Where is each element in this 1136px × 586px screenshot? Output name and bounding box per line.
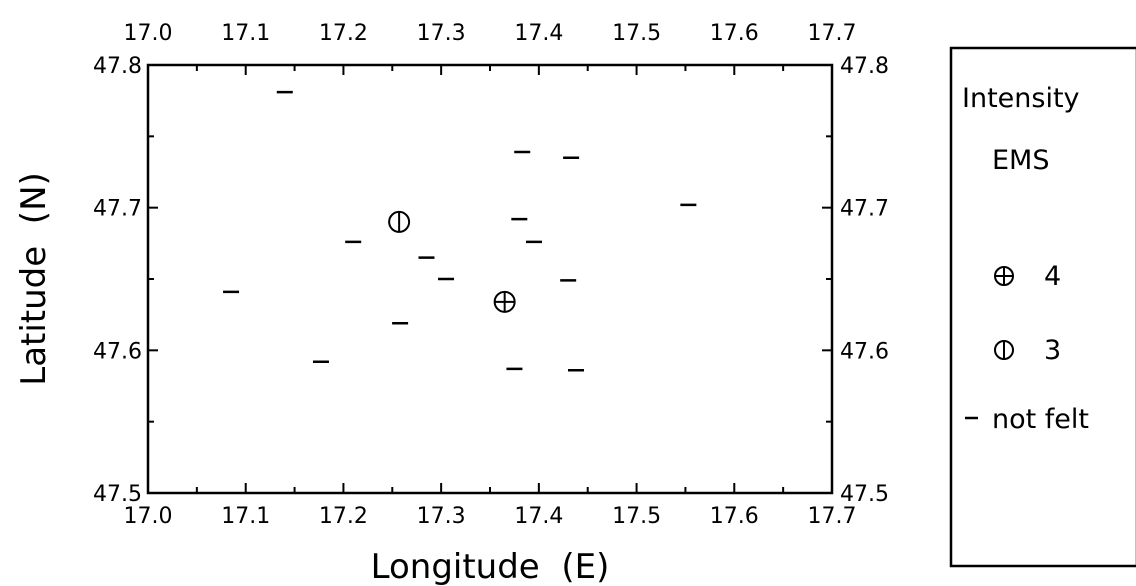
y-tick-label-right: 47.7 — [840, 197, 889, 222]
y-tick-label-right: 47.8 — [840, 54, 889, 79]
legend-label-not-felt: not felt — [992, 404, 1089, 435]
legend-marker-intensity-3 — [994, 340, 1014, 360]
x-tick-label-top: 17.4 — [514, 21, 563, 46]
x-tick-label-bottom: 17.1 — [221, 504, 270, 529]
y-tick-label-left: 47.5 — [93, 482, 142, 507]
point-intensity-4 — [493, 290, 516, 313]
y-axis-title: Latitude (N) — [14, 172, 54, 386]
x-tick-label-bottom: 17.5 — [612, 504, 661, 529]
y-tick-label-right: 47.5 — [840, 482, 889, 507]
point-intensity-3 — [388, 210, 411, 233]
legend: Intensity EMS 4 3 not felt — [949, 46, 1136, 568]
x-axis-title: Longitude (E) — [371, 547, 610, 586]
legend-box — [949, 46, 1136, 568]
x-tick-label-bottom: 17.3 — [417, 504, 466, 529]
x-tick-label-top: 17.5 — [612, 21, 661, 46]
x-tick-label-bottom: 17.0 — [124, 504, 173, 529]
legend-label-4: 4 — [1044, 261, 1061, 292]
x-tick-label-top: 17.7 — [808, 21, 857, 46]
plot-frame — [146, 63, 834, 495]
x-tick-label-bottom: 17.4 — [514, 504, 563, 529]
legend-title-line1: Intensity — [962, 83, 1080, 114]
legend-title-line2: EMS — [992, 145, 1050, 176]
x-tick-label-top: 17.1 — [221, 21, 270, 46]
x-tick-label-bottom: 17.2 — [319, 504, 368, 529]
legend-label-3: 3 — [1044, 335, 1061, 366]
y-tick-label-left: 47.6 — [93, 339, 142, 364]
y-tick-label-left: 47.8 — [93, 54, 142, 79]
x-tick-label-top: 17.0 — [124, 21, 173, 46]
x-tick-label-top: 17.6 — [710, 21, 759, 46]
x-tick-label-top: 17.2 — [319, 21, 368, 46]
y-tick-label-right: 47.6 — [840, 339, 889, 364]
x-tick-label-top: 17.3 — [417, 21, 466, 46]
legend-marker-intensity-4 — [994, 266, 1014, 286]
y-axis-ticks: 47.5 47.5 47.6 47.6 47.7 47.7 47.8 47.8 — [93, 54, 889, 507]
x-axis-ticks: 17.0 17.0 17.1 17.1 17.2 17.2 17.3 17.3 17.4 17.4… — [124, 21, 857, 529]
data-points — [223, 90, 697, 372]
x-tick-label-bottom: 17.6 — [710, 504, 759, 529]
x-tick-label-bottom: 17.7 — [808, 504, 857, 529]
y-tick-label-left: 47.7 — [93, 197, 142, 222]
